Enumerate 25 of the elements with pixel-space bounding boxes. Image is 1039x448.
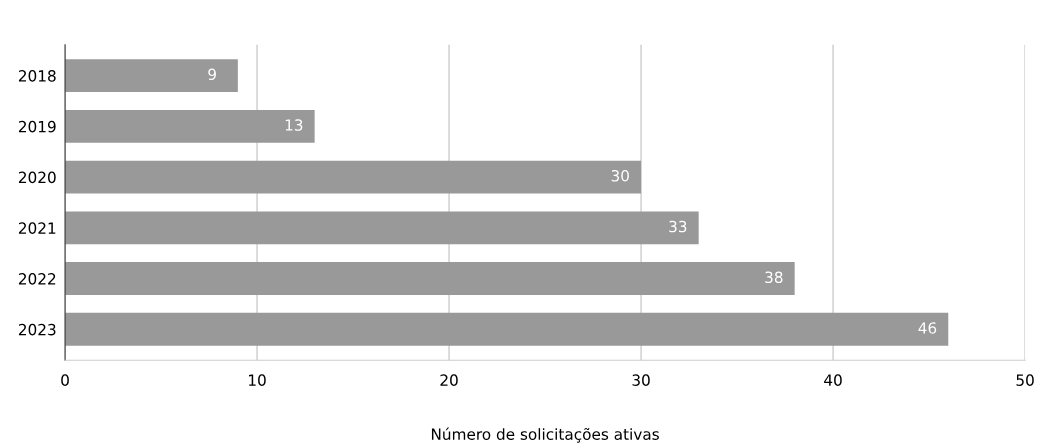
x-tick-label: 30	[632, 374, 650, 386]
y-tick-label: 2018	[18, 70, 56, 82]
y-tick-label: 2022	[18, 273, 56, 285]
x-axis-title: Número de solicitações ativas	[431, 427, 659, 443]
data-label: 9	[208, 68, 216, 81]
bar	[65, 211, 699, 245]
x-tick-label: 20	[440, 374, 458, 386]
bar	[65, 160, 642, 194]
data-label: 13	[285, 119, 303, 131]
bar	[65, 312, 949, 346]
y-tick-label: 2019	[18, 120, 56, 133]
data-label: 46	[918, 322, 937, 334]
y-tick-label: 2020	[18, 171, 56, 184]
x-tick-label: 40	[824, 374, 842, 386]
bar	[65, 262, 795, 296]
bar	[65, 59, 238, 93]
y-tick-label: 2023	[18, 323, 56, 336]
data-label: 30	[611, 170, 629, 182]
y-tick-label: 2021	[18, 222, 56, 234]
x-tick-label: 50	[1016, 374, 1034, 386]
data-label: 33	[669, 220, 687, 233]
x-tick-label: 10	[249, 374, 266, 386]
data-label: 38	[765, 271, 783, 284]
x-tick-label: 0	[61, 374, 69, 386]
bar	[65, 109, 315, 143]
